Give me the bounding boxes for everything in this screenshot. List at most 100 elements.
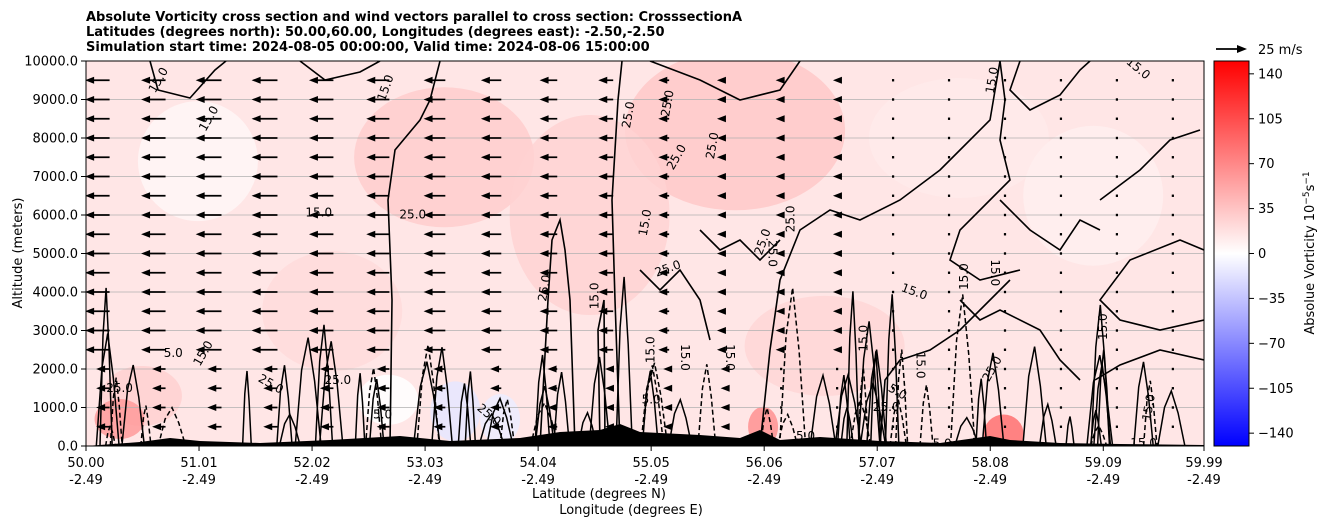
wind-vector-head: [423, 192, 433, 200]
wind-vector-dot: [1059, 98, 1063, 101]
wind-vector-head: [251, 192, 261, 200]
wind-vector-head: [775, 288, 785, 296]
contour-line: [1098, 239, 1204, 331]
wind-vector-head: [832, 192, 842, 200]
wind-vector-head: [251, 76, 261, 84]
contour-line-lowlevel: [157, 405, 187, 446]
wind-vector-head: [195, 76, 205, 84]
wind-vector-head: [720, 384, 730, 392]
wind-vector-head: [716, 288, 726, 296]
wind-vector-head: [251, 288, 261, 296]
contour-label: 15.0: [1096, 313, 1110, 340]
wind-vector-head: [308, 134, 318, 142]
contour-line-lowlevel: [640, 365, 665, 446]
wind-vector-head: [658, 327, 668, 334]
quiver-key: 25 m/s: [1216, 43, 1303, 58]
chart-title-line-3: Simulation start time: 2024-08-05 00:00:…: [86, 40, 650, 55]
contour-line-lowlevel: [109, 377, 123, 446]
wind-vector-head: [141, 134, 151, 142]
wind-vector-head: [251, 327, 261, 334]
wind-vector-dot: [1059, 425, 1063, 428]
colorbar-tick-label: 140: [1258, 67, 1283, 82]
wind-vector-head: [376, 423, 386, 431]
y-tick-label: 0.0: [57, 440, 78, 455]
wind-vector-dot: [1059, 367, 1063, 371]
y-tick-label: 6000.0: [33, 209, 79, 224]
wind-vector-head: [775, 115, 785, 123]
wind-vector-head: [480, 269, 490, 277]
wind-vector-head: [263, 365, 273, 373]
contour-line-lowlevel: [314, 324, 334, 446]
contour-label: 5.0: [972, 436, 991, 450]
terrain: [86, 424, 1204, 446]
wind-vector-head: [251, 250, 261, 257]
wind-vector-dot: [1059, 406, 1063, 409]
wind-vector-head: [832, 115, 842, 123]
contour-line: [759, 61, 1001, 446]
wind-vector-head: [716, 230, 726, 238]
wind-vector-head: [207, 365, 217, 373]
contour-line-lowlevel: [485, 396, 514, 446]
y-tick-label: 3000.0: [33, 324, 79, 339]
quiver-key-arrow-head: [1237, 45, 1247, 53]
colorbar-label-unit-exp: −1: [1302, 171, 1312, 184]
wind-vector-head: [251, 134, 261, 142]
wind-vector-head: [308, 115, 318, 123]
wind-vector-dot: [1003, 156, 1007, 159]
contour-label: 5.0: [796, 429, 815, 443]
wind-vector-head: [195, 269, 205, 277]
wind-vector-head: [663, 404, 673, 411]
colorbar-tick-label: −105: [1258, 382, 1294, 397]
wind-vector-head: [423, 288, 433, 296]
contour-line-lowlevel: [104, 423, 117, 446]
wind-vector-head: [547, 384, 557, 392]
wind-vector-dot: [891, 387, 895, 390]
wind-vector-head: [86, 76, 95, 84]
wind-vector-head: [775, 134, 785, 142]
wind-vector-head: [366, 115, 376, 123]
wind-vector-head: [598, 307, 608, 315]
wind-vector-dot: [780, 387, 783, 390]
colorbar-label-base: Absolue Vorticity 10: [1303, 205, 1318, 335]
wind-vector-dot: [1115, 348, 1119, 351]
contour-line: [1009, 61, 1091, 111]
contour-line-lowlevel: [846, 291, 860, 446]
wind-vector-head: [366, 288, 376, 296]
wind-vector-dot: [1003, 98, 1007, 101]
contour-label: 25.0: [324, 373, 351, 387]
wind-vector-dot: [1003, 194, 1007, 197]
wind-vector-head: [598, 115, 608, 123]
wind-vector-dot: [1115, 136, 1119, 140]
wind-vector-dot: [1003, 233, 1007, 236]
y-axis-label: Altitude (meters): [11, 198, 26, 309]
wind-vector-dot: [891, 425, 895, 428]
wind-vector-dot: [947, 98, 951, 101]
y-axis: 0.0 1000.0 2000.0 3000.0 4000.0 5000.0 6000.0 7…: [24, 55, 86, 455]
wind-vector-head: [423, 307, 433, 315]
wind-vector-dot: [1171, 425, 1174, 428]
wind-vector-head: [308, 307, 318, 315]
wind-vector-head: [832, 307, 842, 315]
contour-line-lowlevel: [865, 349, 888, 446]
contour-label: 15.0: [988, 259, 1002, 286]
wind-vector-head: [539, 211, 549, 219]
wind-vector-head: [86, 115, 95, 123]
x-tick-label-latitude: 51.01: [180, 456, 217, 471]
wind-vector-dot: [1171, 175, 1174, 178]
wind-vector-dot: [1115, 194, 1119, 197]
wind-vector-head: [141, 211, 151, 219]
wind-vector-dot: [1171, 387, 1174, 390]
contour-line: [1094, 349, 1204, 381]
x-tick-label-latitude: 54.04: [520, 456, 557, 471]
wind-vector-head: [775, 173, 785, 180]
wind-vector-head: [716, 76, 726, 84]
wind-vector-head: [319, 423, 329, 431]
y-tick-label: 10000.0: [24, 55, 78, 70]
contour-label: 15.0: [588, 282, 602, 309]
wind-vector-head: [598, 76, 608, 84]
wind-vector-head: [539, 115, 549, 123]
contour-line: [999, 199, 1101, 252]
wind-vector-head: [539, 134, 549, 142]
wind-vector-head: [86, 96, 95, 103]
wind-vector-head: [207, 423, 217, 431]
